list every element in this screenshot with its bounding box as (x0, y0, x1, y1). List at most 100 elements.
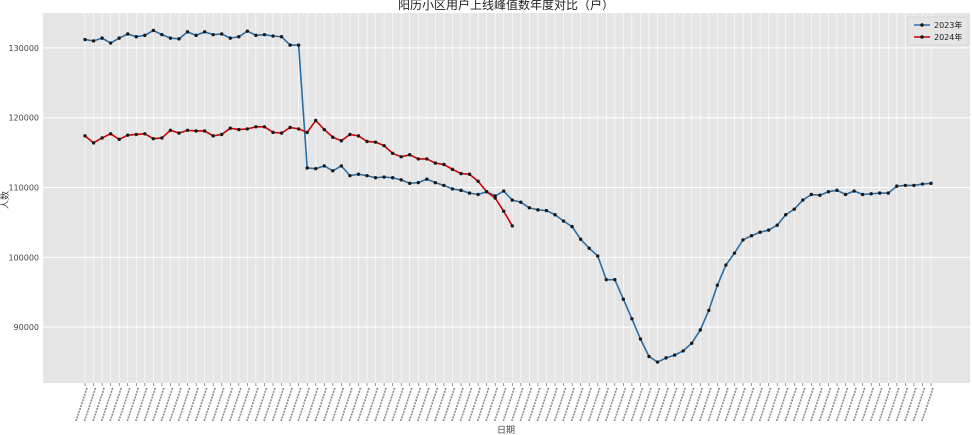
x-tick-label (485, 387, 498, 422)
x-tick-label (887, 387, 900, 422)
data-point (493, 196, 497, 200)
data-point (442, 183, 446, 188)
data-point (912, 183, 916, 188)
x-tick-label (605, 387, 618, 422)
x-tick-label (852, 387, 866, 422)
x-tick-label (596, 387, 610, 422)
data-point (869, 192, 873, 196)
x-tick-label (801, 387, 815, 422)
grid-lines (43, 13, 970, 383)
x-tick-label (92, 387, 105, 422)
data-point (91, 141, 96, 145)
data-point (331, 169, 335, 173)
y-tick-label: 110000 (8, 184, 39, 193)
data-point (83, 134, 87, 138)
x-tick-label (536, 387, 550, 422)
x-tick-label (331, 387, 345, 422)
data-point (450, 167, 455, 172)
data-point (630, 317, 634, 321)
x-tick-label (237, 387, 251, 422)
x-tick-label (827, 387, 840, 422)
data-point (271, 34, 275, 38)
x-tick-label (793, 387, 806, 422)
y-tick-label: 120000 (8, 114, 39, 123)
data-point (322, 164, 326, 168)
data-point (108, 132, 113, 136)
data-point (510, 198, 514, 202)
data-point (467, 191, 472, 195)
data-point (544, 208, 549, 213)
x-tick-label (434, 387, 447, 422)
legend-box (907, 16, 969, 46)
data-point (143, 132, 147, 136)
x-tick-label (451, 387, 464, 422)
y-tick-label: 90000 (14, 323, 39, 332)
data-point (185, 128, 190, 132)
data-point (177, 131, 181, 135)
data-point (331, 135, 335, 139)
x-tick-label (630, 387, 644, 422)
data-point (168, 36, 173, 40)
data-point (852, 189, 856, 193)
x-tick-label (699, 387, 712, 422)
data-point (211, 32, 215, 37)
x-tick-label (75, 387, 88, 422)
data-point (91, 39, 96, 43)
data-point (442, 162, 446, 167)
x-tick-label (921, 387, 934, 422)
data-point (835, 188, 839, 193)
data-point (929, 181, 933, 186)
x-tick-label (861, 387, 874, 422)
data-point (177, 37, 181, 41)
data-point (433, 180, 438, 185)
y-tick-label: 100000 (8, 253, 39, 262)
data-point (356, 134, 361, 138)
x-tick-label (408, 387, 422, 422)
data-point (365, 139, 369, 144)
x-axis-ticks (75, 383, 934, 422)
series-line-0 (84, 29, 932, 363)
data-point (126, 133, 130, 137)
data-point (715, 283, 720, 287)
data-point (339, 139, 344, 143)
x-tick-label (83, 387, 97, 422)
data-point (459, 188, 463, 193)
data-point (296, 43, 301, 47)
plot-background (43, 13, 970, 383)
data-point (237, 127, 241, 132)
x-tick-label (357, 387, 370, 422)
x-tick-label (169, 387, 182, 422)
data-point (373, 140, 378, 144)
x-tick-label (417, 387, 430, 422)
x-tick-label (835, 387, 849, 422)
data-point (151, 28, 156, 33)
x-tick-label (152, 387, 165, 422)
x-tick-label (528, 387, 541, 422)
data-point (476, 192, 480, 197)
data-point (613, 277, 617, 282)
data-point (860, 192, 865, 197)
data-point (262, 125, 267, 129)
data-point (390, 176, 395, 180)
data-point (433, 161, 438, 165)
data-point (228, 126, 232, 130)
data-point (749, 234, 754, 238)
x-tick-label (468, 387, 481, 422)
data-point (245, 127, 250, 131)
x-tick-label (810, 387, 823, 422)
data-point (271, 130, 275, 135)
data-point (117, 137, 121, 142)
data-point (356, 172, 361, 176)
data-point (450, 187, 455, 191)
x-tick-label (647, 387, 661, 422)
x-tick-label (493, 387, 507, 422)
x-tick-label (135, 387, 148, 422)
data-point (527, 206, 532, 210)
x-tick-label (246, 387, 259, 422)
data-point (100, 36, 104, 40)
data-point (348, 173, 352, 178)
x-tick-label (425, 387, 439, 422)
data-point (784, 213, 788, 217)
data-point (826, 190, 831, 194)
data-point (228, 36, 232, 40)
